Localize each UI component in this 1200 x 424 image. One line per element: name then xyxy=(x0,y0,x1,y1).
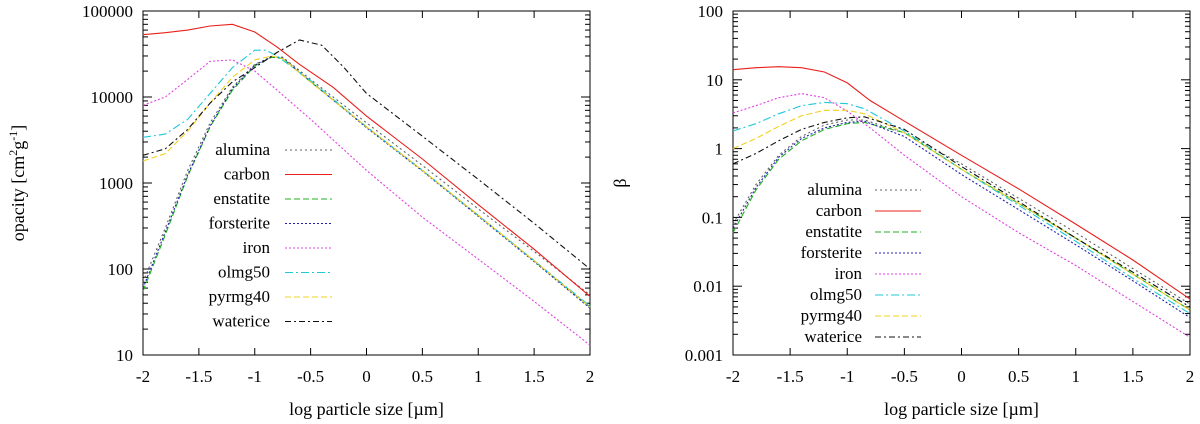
opacity-x-tick-label: -2 xyxy=(136,367,150,386)
beta-series-lines xyxy=(732,66,1191,338)
beta-legend-label-forsterite: forsterite xyxy=(801,243,862,262)
opacity-x-tick-label: -0.5 xyxy=(297,367,324,386)
opacity-legend-label-waterice: waterice xyxy=(212,312,270,331)
opacity-y-axis-label: opacity [cm2g-1] xyxy=(6,125,28,241)
opacity-legend-label-enstatite: enstatite xyxy=(213,189,270,208)
beta-x-tick-label: 0.5 xyxy=(1008,367,1029,386)
beta-series-olmg50 xyxy=(732,101,1191,315)
beta-legend: alumina carbon enstatite forsterite iron olmg… xyxy=(801,180,921,346)
opacity-series-forsterite xyxy=(142,56,591,309)
opacity-y-tick-label: 100 xyxy=(108,260,134,279)
beta-y-tick-label: 0.1 xyxy=(702,208,723,227)
beta-series-pyrmg40 xyxy=(732,109,1191,311)
beta-legend-label-pyrmg40: pyrmg40 xyxy=(801,306,862,325)
beta-legend-label-iron: iron xyxy=(835,264,863,283)
opacity-series-lines xyxy=(142,23,591,346)
opacity-legend-label-forsterite: forsterite xyxy=(209,214,270,233)
opacity-series-iron xyxy=(142,59,591,346)
opacity-legend-label-iron: iron xyxy=(243,238,271,257)
beta-x-axis-label: log particle size [µm] xyxy=(884,399,1039,419)
beta-x-tick-label: -0.5 xyxy=(891,367,918,386)
beta-series-waterice xyxy=(732,116,1191,308)
beta-x-tick-label: 0 xyxy=(957,367,966,386)
beta-x-tick-label: -1 xyxy=(840,367,854,386)
opacity-legend-label-carbon: carbon xyxy=(224,165,271,184)
opacity-y-tick-label: 10 xyxy=(116,346,133,365)
opacity-chart: -2 -1.5 -1 -0.5 0 0.5 1 1.5 2 10 100 1000 10000 10000… xyxy=(6,2,594,419)
opacity-y-tick-label: 100000 xyxy=(82,2,133,21)
opacity-x-tick-label: -1.5 xyxy=(185,367,212,386)
beta-ticks: -2 -1.5 -1 -0.5 0 0.5 1 1.5 2 0.001 0.01 0.1 1 10 100 xyxy=(685,2,1195,386)
beta-x-tick-label: -2 xyxy=(726,367,740,386)
beta-y-tick-label: 10 xyxy=(706,71,723,90)
beta-y-tick-label: 0.01 xyxy=(693,277,723,296)
beta-x-tick-label: 1.5 xyxy=(1122,367,1143,386)
beta-series-carbon xyxy=(732,66,1191,300)
opacity-legend-label-alumina: alumina xyxy=(215,140,270,159)
opacity-x-axis-label: log particle size [µm] xyxy=(289,399,444,419)
opacity-x-tick-label: 2 xyxy=(586,367,595,386)
beta-legend-label-alumina: alumina xyxy=(807,180,862,199)
opacity-x-tick-label: 1 xyxy=(474,367,483,386)
beta-y-tick-label: 0.001 xyxy=(685,346,723,365)
opacity-series-pyrmg40 xyxy=(142,55,591,308)
beta-x-tick-label: -1.5 xyxy=(777,367,804,386)
beta-series-iron xyxy=(732,93,1191,338)
beta-legend-label-carbon: carbon xyxy=(816,201,863,220)
beta-y-axis-label: β xyxy=(610,178,630,187)
beta-plot-frame xyxy=(732,10,1191,356)
opacity-series-olmg50 xyxy=(142,49,591,307)
opacity-series-waterice xyxy=(142,39,591,270)
beta-legend-label-enstatite: enstatite xyxy=(805,222,862,241)
opacity-legend: alumina carbon enstatite forsterite iron olmg… xyxy=(209,140,332,331)
beta-series-enstatite xyxy=(732,121,1191,311)
opacity-x-tick-label: 0.5 xyxy=(412,367,433,386)
beta-y-tick-label: 1 xyxy=(715,140,724,159)
beta-x-tick-label: 1 xyxy=(1072,367,1081,386)
opacity-x-tick-label: 0 xyxy=(362,367,371,386)
beta-legend-label-olmg50: olmg50 xyxy=(810,285,862,304)
beta-x-tick-label: 2 xyxy=(1186,367,1195,386)
opacity-legend-label-olmg50: olmg50 xyxy=(218,263,270,282)
opacity-legend-label-pyrmg40: pyrmg40 xyxy=(209,287,270,306)
beta-chart: -2 -1.5 -1 -0.5 0 0.5 1 1.5 20.0010.010.1110100 … xyxy=(610,2,1194,419)
opacity-series-carbon xyxy=(142,23,591,297)
beta-series-forsterite xyxy=(732,120,1191,319)
opacity-x-tick-label: 1.5 xyxy=(524,367,545,386)
beta-legend-label-waterice: waterice xyxy=(804,327,862,346)
opacity-ticks: -2 -1.5 -1 -0.5 0 0.5 1 1.5 2 10 100 1000 10000 10000… xyxy=(82,2,594,386)
opacity-y-tick-label: 10000 xyxy=(91,88,134,107)
beta-series-alumina xyxy=(732,119,1191,305)
opacity-y-tick-label: 1000 xyxy=(99,174,133,193)
opacity-series-enstatite xyxy=(142,56,591,308)
opacity-x-tick-label: -1 xyxy=(248,367,262,386)
beta-y-tick-label: 100 xyxy=(698,2,724,21)
